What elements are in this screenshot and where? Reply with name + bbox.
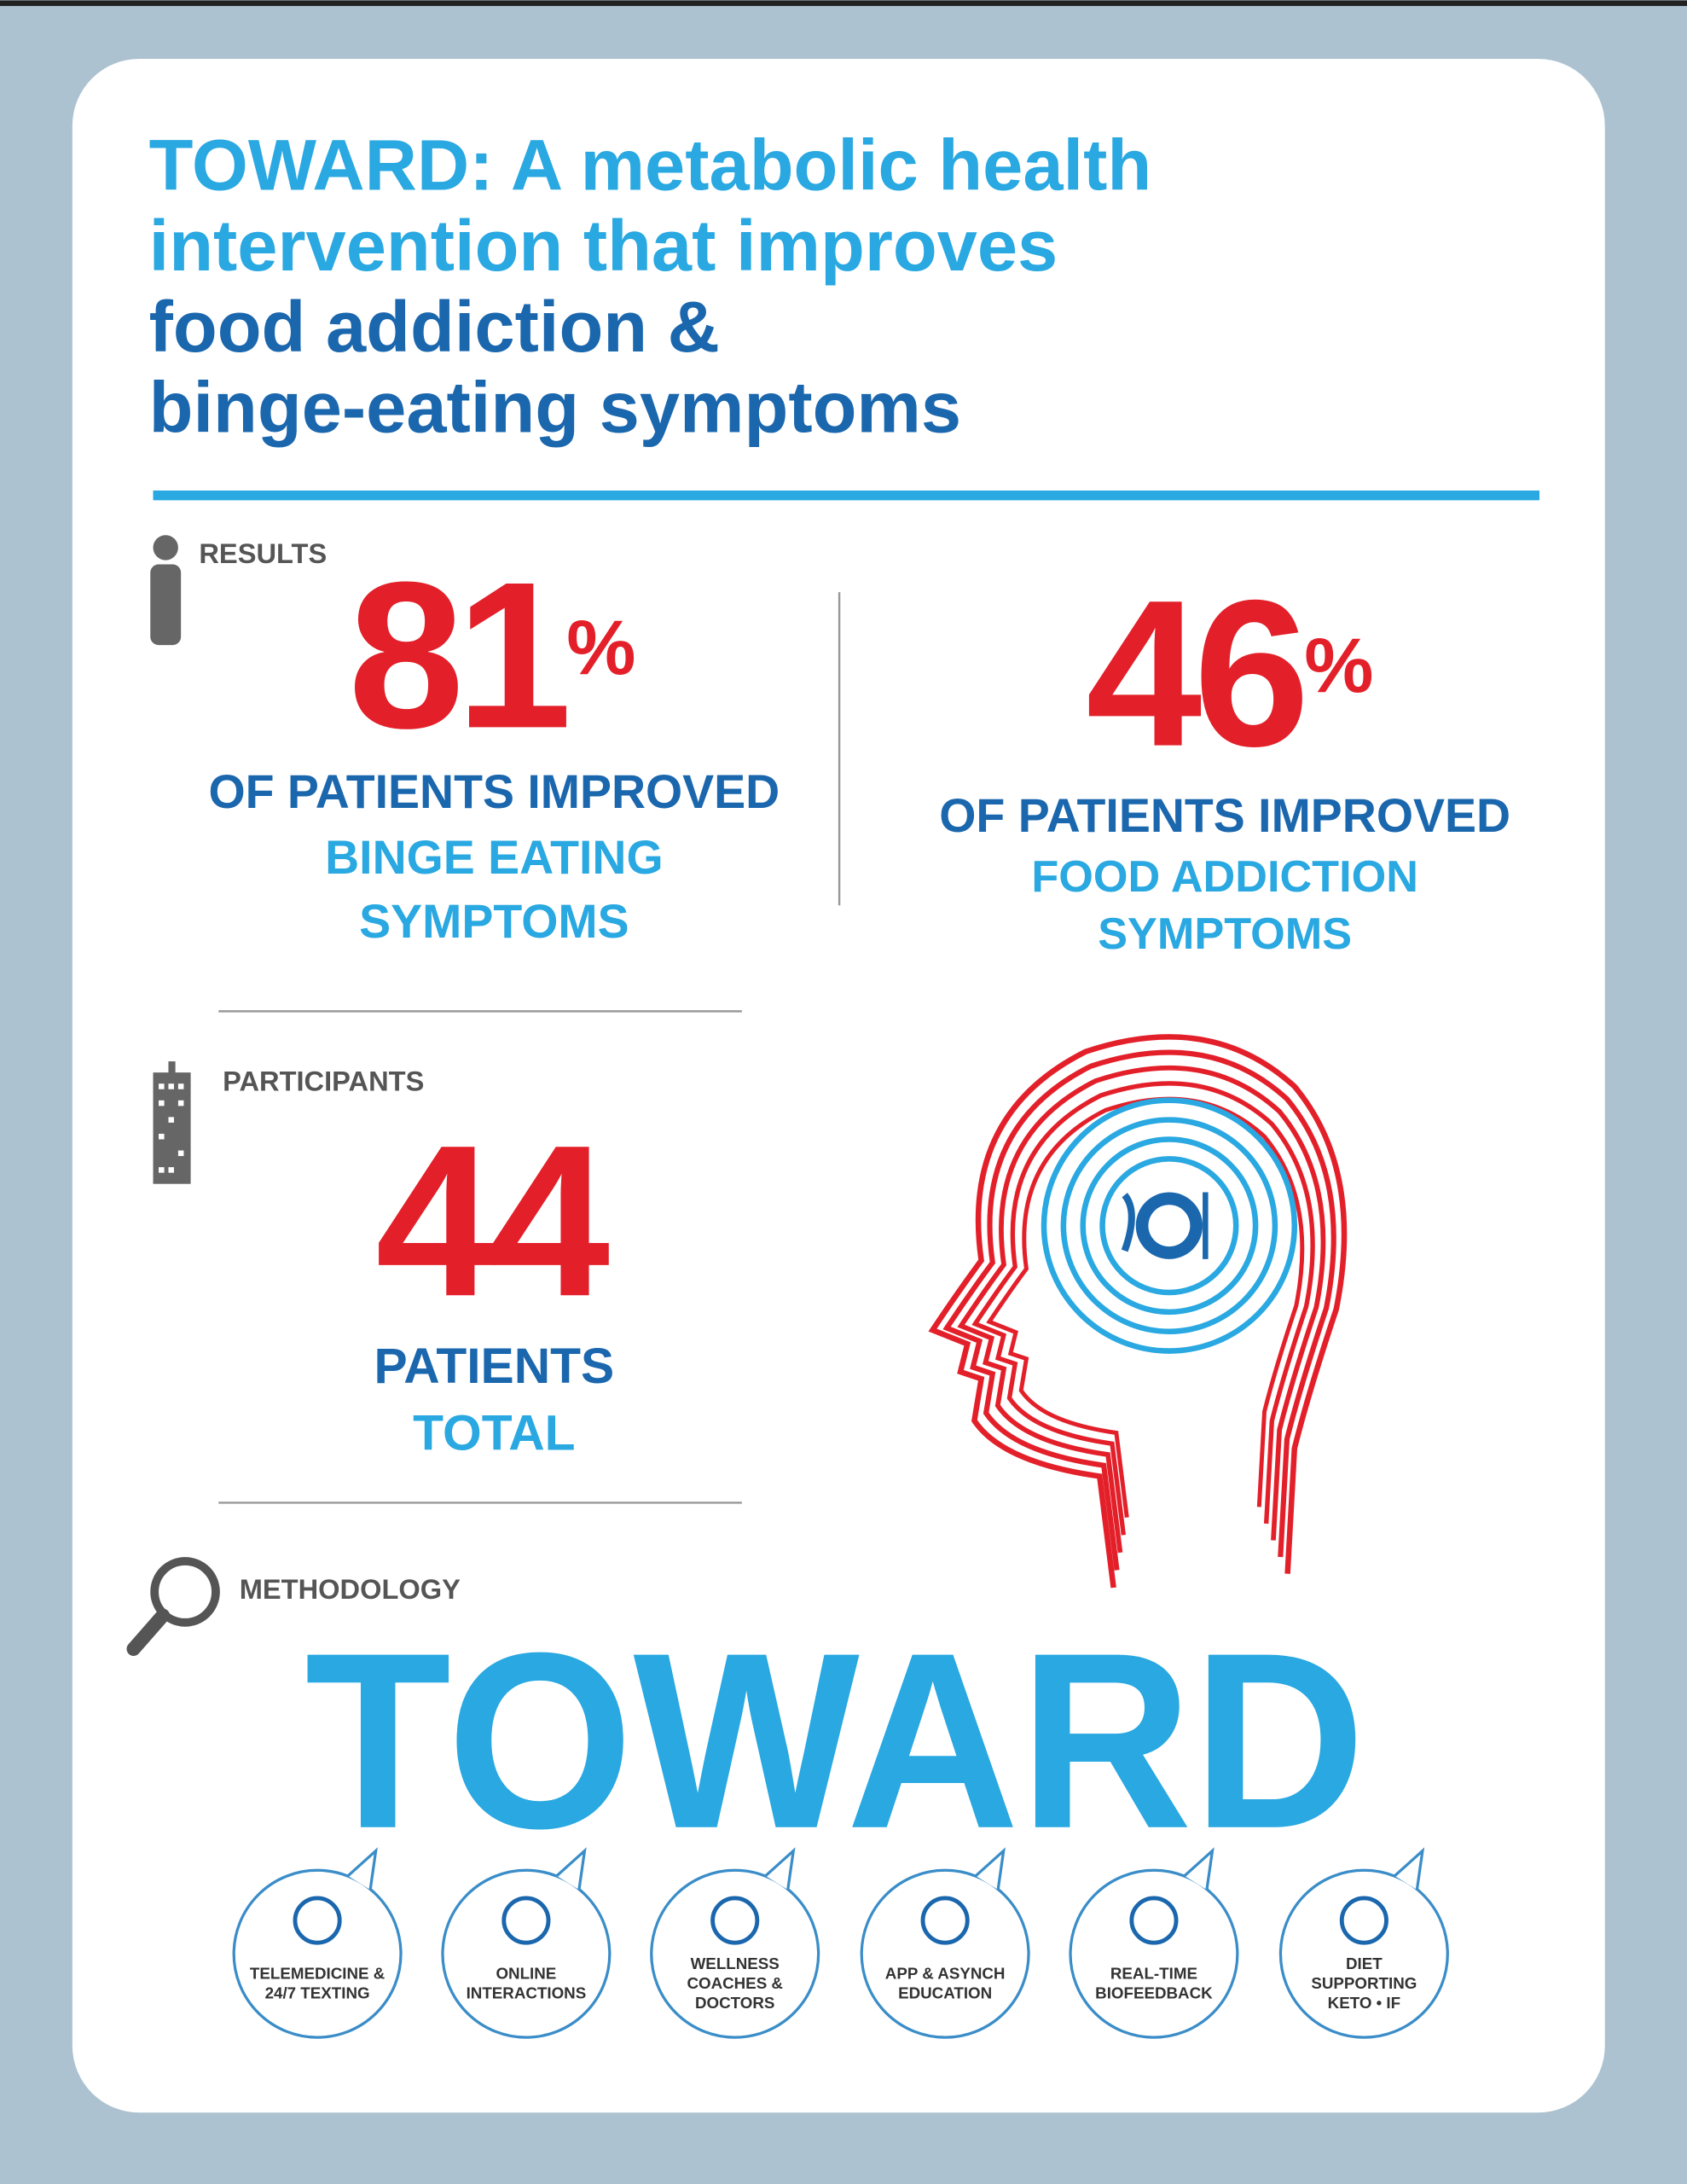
top-strip — [0, 0, 1687, 7]
building-icon — [153, 1061, 191, 1184]
badge-tail — [1183, 1847, 1215, 1891]
stat-unit: % — [1304, 623, 1373, 710]
component-label: COACHES & — [687, 1974, 783, 1992]
card — [72, 59, 1605, 2113]
component-glyph — [920, 1896, 970, 1945]
component-badge — [441, 1868, 612, 2039]
stat-detail: SYMPTOMS — [359, 895, 629, 948]
component-glyph — [293, 1896, 342, 1945]
component-label: 24/7 TEXTING — [265, 1984, 370, 2001]
badge-tail — [555, 1847, 587, 1891]
stat-unit: % — [566, 604, 635, 691]
component-label: SUPPORTING — [1311, 1974, 1417, 1992]
stat-lead: OF PATIENTS IMPROVED — [208, 765, 780, 818]
component-label: TELEMEDICINE & — [250, 1965, 385, 1983]
component-badge — [650, 1868, 820, 2039]
maze-line — [986, 1096, 1305, 1519]
component-label: DOCTORS — [695, 1994, 774, 2012]
section-label: RESULTS — [199, 537, 327, 569]
head-illustration — [928, 1034, 1348, 1589]
title-line: TOWARD: A metabolic health — [149, 124, 1152, 205]
component-label: BIOFEEDBACK — [1095, 1984, 1213, 2001]
person-icon — [150, 535, 182, 646]
section-label: PARTICIPANTS — [223, 1065, 424, 1096]
participants-value: 44 — [375, 1100, 609, 1341]
badge-tail — [764, 1847, 796, 1891]
component-label: EDUCATION — [898, 1984, 992, 2001]
component-glyph — [1339, 1896, 1388, 1945]
stat-detail: BINGE EATING — [325, 831, 664, 884]
component-label: WELLNESS — [691, 1955, 780, 1972]
stat-value: 46 — [1086, 556, 1302, 790]
magnifier-icon — [126, 1557, 220, 1656]
title-rule — [153, 490, 1540, 501]
section-label: METHODOLOGY — [240, 1573, 461, 1605]
component-label: REAL-TIME — [1110, 1965, 1197, 1983]
title-line: food addiction & — [149, 286, 720, 367]
component-glyph — [710, 1896, 760, 1945]
component-badge — [232, 1868, 403, 2039]
component-icons — [232, 1847, 1449, 2039]
component-label: ONLINE — [496, 1965, 556, 1983]
plate-icon — [1121, 1192, 1209, 1259]
maze-line — [942, 1049, 1336, 1571]
participants-detail: PATIENTS — [374, 1339, 614, 1394]
component-badge — [860, 1868, 1030, 2039]
title-line: intervention that improves — [149, 205, 1058, 286]
maze-line — [971, 1081, 1315, 1536]
badge-tail — [1394, 1847, 1425, 1891]
component-badge — [1069, 1868, 1239, 2039]
component-label: KETO • IF — [1328, 1994, 1400, 2012]
maze-core — [1041, 1097, 1298, 1354]
component-label: INTERACTIONS — [467, 1984, 587, 2001]
maze-line — [957, 1065, 1326, 1554]
component-glyph — [501, 1896, 551, 1945]
stat-detail: SYMPTOMS — [1098, 909, 1352, 959]
participants-detail: TOTAL — [413, 1405, 575, 1461]
badge-tail — [974, 1847, 1006, 1891]
component-label: DIET — [1346, 1955, 1383, 1972]
stat-lead: OF PATIENTS IMPROVED — [939, 789, 1510, 842]
method-name: TOWARD — [304, 1601, 1365, 1881]
component-badge — [1278, 1868, 1449, 2039]
maze-line — [928, 1034, 1348, 1589]
badge-tail — [346, 1847, 378, 1891]
title-line: binge-eating symptoms — [149, 366, 961, 447]
stat-detail: FOOD ADDICTION — [1031, 852, 1418, 902]
component-label: APP & ASYNCH — [885, 1965, 1006, 1983]
stat-value: 81 — [348, 537, 566, 771]
component-glyph — [1129, 1896, 1179, 1945]
